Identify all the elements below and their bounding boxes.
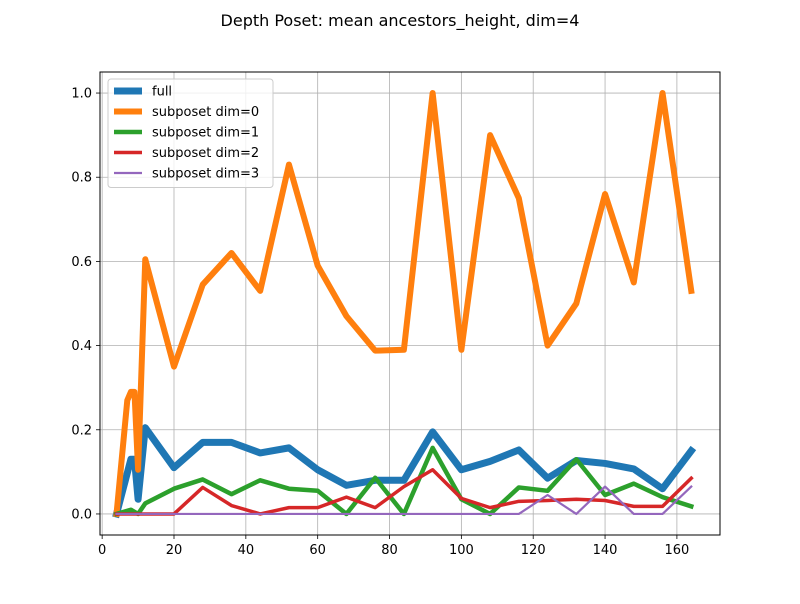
x-tick-label: 100 [449, 543, 474, 558]
legend-label: subposet dim=0 [152, 105, 259, 120]
x-tick-label: 0 [98, 543, 106, 558]
x-tick-label: 40 [238, 543, 255, 558]
x-tick-label: 20 [166, 543, 183, 558]
x-tick-label: 60 [309, 543, 326, 558]
x-tick-label: 120 [521, 543, 546, 558]
series-line-subposet-dim-1 [113, 445, 695, 517]
series-line-subposet-dim-0 [113, 90, 695, 518]
y-tick-label: 0.6 [71, 255, 92, 270]
chart-title: Depth Poset: mean ancestors_height, dim=… [221, 11, 580, 31]
x-tick-label: 80 [381, 543, 398, 558]
x-tick-label: 140 [593, 543, 618, 558]
y-tick-label: 0.4 [71, 339, 92, 354]
x-tick-label: 160 [664, 543, 689, 558]
axis-ticks: 0 20 40 60 80 100 120 140 160 0.0 0.2 0.4 0.6 0.8 1.0 [71, 87, 689, 558]
series-line-full [112, 424, 697, 519]
series-lines [112, 90, 697, 519]
legend-label: subposet dim=2 [152, 146, 259, 161]
legend-label: subposet dim=3 [152, 167, 259, 182]
y-tick-label: 0.0 [71, 507, 92, 522]
legend-label: subposet dim=1 [152, 126, 259, 141]
y-tick-label: 1.0 [71, 87, 92, 102]
series-line-subposet-dim-3 [115, 485, 693, 516]
plot-area-frame [99, 71, 721, 536]
legend: full subposet dim=0 subposet dim=1 subposet… [107, 78, 274, 188]
legend-box [107, 78, 274, 188]
legend-label: full [152, 85, 172, 100]
y-tick-label: 0.8 [71, 171, 92, 186]
y-tick-label: 0.2 [71, 423, 92, 438]
